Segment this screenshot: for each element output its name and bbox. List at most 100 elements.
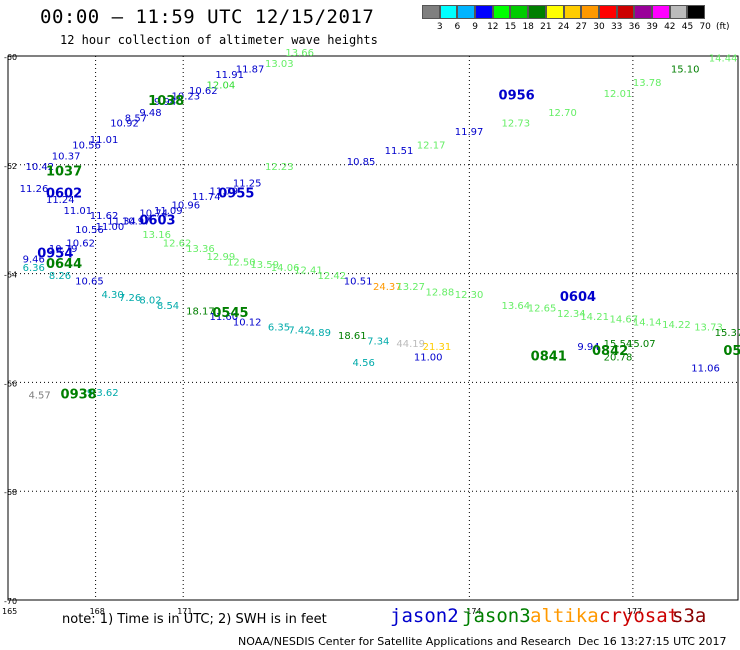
x-tick-label: 165	[2, 607, 17, 616]
swh-value-label: 11.79	[209, 187, 238, 198]
swh-value-label: 4.57	[28, 391, 50, 402]
x-tick-label: 171	[177, 607, 192, 616]
plot-frame	[7, 55, 739, 601]
swh-value-label: 6.36	[23, 263, 45, 274]
satellite-label-jason2: jason2	[390, 605, 459, 627]
swh-value-label: 14.14	[633, 317, 662, 328]
swh-value-label: 7.26	[119, 293, 141, 304]
swh-value-label: 9.48	[139, 108, 161, 119]
swh-value-label: 11.62	[90, 211, 119, 222]
swh-value-label: 11.00	[414, 353, 443, 364]
legend-label: 42	[664, 22, 676, 32]
swh-value-label: 10.42	[26, 162, 55, 173]
swh-value-label: 14.22	[662, 320, 691, 331]
legend-label: 45	[681, 22, 694, 32]
swh-value-label: 12.65	[528, 304, 557, 315]
legend-swatch	[475, 5, 493, 19]
swh-value-label: 10.56	[75, 225, 104, 236]
swh-value-label: 7.34	[367, 336, 389, 347]
pass-time-label: 1037	[46, 165, 82, 180]
swh-value-label: 12.34	[557, 309, 586, 320]
swh-value-label: 15.10	[671, 64, 700, 75]
swh-value-label: 11.06	[691, 364, 720, 375]
swh-value-label: 20.78	[604, 353, 633, 364]
legend-swatch	[528, 5, 546, 19]
satellite-label-s3a: s3a	[672, 605, 707, 627]
pass-time-label: 1038	[148, 94, 184, 109]
swh-value-label: 11.87	[236, 64, 265, 75]
swh-value-label: 9.46	[23, 255, 45, 266]
swh-value-label: 11.74	[192, 192, 221, 203]
legend-label: 24	[557, 22, 570, 32]
swh-value-label: 13.66	[285, 48, 314, 59]
swh-value-label: 15.37	[715, 328, 740, 339]
page-title: 00:00 – 11:59 UTC 12/15/2017	[40, 6, 375, 28]
y-tick-label: -62	[4, 162, 17, 171]
swh-value-label: 11.01	[63, 206, 92, 217]
legend-label: 21	[540, 22, 552, 32]
legend-label: 36	[628, 22, 641, 32]
swh-value-label: 4.56	[353, 358, 375, 369]
swh-value-label: 12.17	[417, 140, 446, 151]
legend-swatch	[492, 5, 511, 19]
legend-swatch	[563, 5, 582, 19]
swh-value-label: 10.62	[66, 238, 95, 249]
pass-time-label: 0955	[218, 186, 254, 201]
swh-value-label: 11.25	[233, 179, 262, 190]
legend-label: 39	[646, 22, 658, 32]
pass-time-label: 0841	[531, 350, 567, 365]
legend-label: 3	[436, 22, 443, 32]
legend-label: 6	[454, 22, 461, 32]
swh-value-label: 14.67	[610, 315, 639, 326]
swh-value-label: 14.06	[271, 263, 300, 274]
legend-label: 70	[699, 22, 711, 32]
swh-value-label: 12.30	[455, 290, 484, 301]
swh-value-label: 10.37	[52, 151, 81, 162]
pass-time-label: 0604	[560, 290, 596, 305]
swh-value-label: 12.42	[318, 271, 347, 282]
swh-value-label: 15.07	[627, 339, 656, 350]
legend-swatch	[422, 5, 440, 19]
swh-value-label: 9.94	[577, 342, 599, 353]
swh-value-label: 11.26	[20, 184, 49, 195]
swh-value-label: 12.70	[548, 108, 577, 119]
swh-value-label: 11.09	[154, 206, 183, 217]
legend-label: 30	[593, 22, 605, 32]
swh-value-label: 10.92	[110, 119, 139, 130]
x-tick-label: -174	[463, 607, 481, 616]
color-scale-unit: (ft)	[716, 22, 730, 32]
pass-time-label: 0956	[499, 89, 535, 104]
swh-value-label: 12.50	[227, 257, 256, 268]
swh-value-label: 11.91	[215, 70, 244, 81]
swh-value-label: 7.42	[288, 325, 310, 336]
swh-value-label: 10.79	[49, 244, 78, 255]
legend-label: 12	[487, 22, 499, 32]
swh-value-label: 10.23	[172, 92, 201, 103]
footer-note: note: 1) Time is in UTC; 2) SWH is in fe…	[62, 612, 327, 627]
swh-value-label: 13.73	[694, 323, 723, 334]
pass-time-label: 0938	[61, 388, 97, 403]
y-tick-label: -60	[4, 53, 17, 62]
swh-value-label: 8.26	[49, 271, 71, 282]
legend-label: 15	[504, 22, 517, 32]
swh-value-label: 11.24	[46, 195, 75, 206]
swh-value-label: 21.31	[423, 342, 452, 353]
swh-value-label: 13.16	[142, 230, 171, 241]
swh-value-label: 12.04	[207, 81, 236, 92]
legend-swatch	[581, 5, 599, 19]
page-subtitle: 12 hour collection of altimeter wave hei…	[60, 33, 378, 47]
swh-value-label: 13.59	[250, 260, 279, 271]
legend-swatch	[669, 5, 688, 19]
legend-label: 18	[522, 22, 534, 32]
swh-value-label: 11.60	[209, 312, 238, 323]
swh-value-label: 44.19	[396, 339, 425, 350]
swh-value-label: 4.89	[309, 328, 331, 339]
satellite-label-cryosat: cryosat	[599, 605, 680, 627]
swh-value-label: 4.30	[101, 290, 123, 301]
swh-value-label: 12.01	[604, 89, 633, 100]
legend-swatch	[687, 5, 705, 19]
swh-value-label: 8.02	[139, 296, 161, 307]
legend-swatch	[439, 5, 458, 19]
